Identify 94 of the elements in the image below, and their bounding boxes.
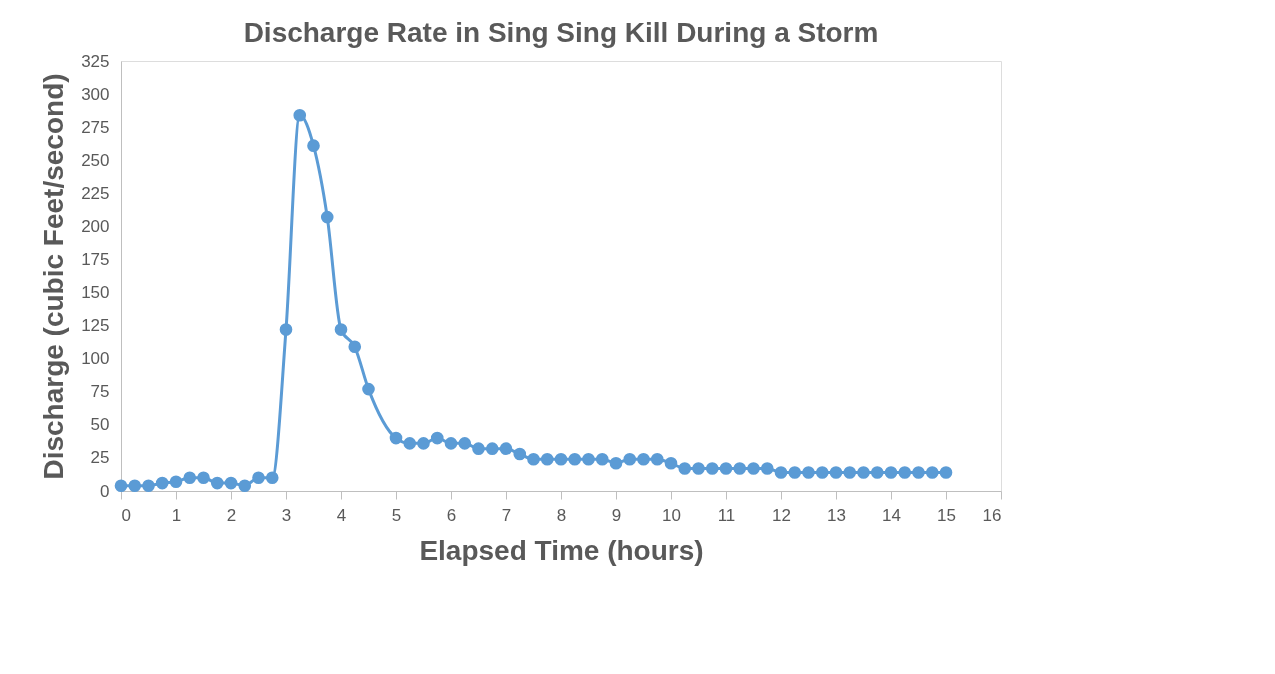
x-tick-label: 2 — [226, 505, 237, 525]
point — [444, 437, 458, 450]
point — [417, 437, 430, 450]
y-tick-label: 175 — [81, 249, 110, 269]
x-tick-label: 15 — [937, 505, 956, 525]
point — [307, 139, 320, 152]
y-tick-label: 75 — [90, 382, 110, 402]
point — [224, 476, 238, 490]
y-tick-label: 225 — [81, 183, 110, 203]
x-tick-label: 10 — [662, 505, 681, 525]
point — [857, 466, 870, 479]
x-tick-label: 3 — [281, 505, 292, 525]
point — [238, 479, 252, 493]
point — [637, 452, 650, 466]
point — [650, 452, 664, 466]
point — [939, 466, 953, 479]
point — [623, 452, 637, 466]
point — [430, 431, 444, 445]
x-tick-label: 5 — [391, 505, 402, 525]
point — [265, 471, 279, 485]
x-tick-label: 7 — [501, 505, 512, 525]
x-axis-title: Elapsed Time (hours) — [419, 534, 704, 566]
x-tick-label: 8 — [556, 505, 567, 525]
y-tick-label: 200 — [81, 216, 110, 236]
y-tick-label: 0 — [100, 481, 110, 501]
point — [678, 462, 692, 475]
point — [705, 462, 719, 475]
point — [733, 462, 747, 475]
point — [664, 456, 678, 470]
point — [114, 479, 128, 493]
y-tick-label: 250 — [81, 150, 110, 170]
point — [183, 471, 197, 485]
point — [293, 108, 307, 122]
point — [334, 323, 348, 336]
point — [499, 442, 513, 455]
point — [210, 476, 224, 490]
point — [802, 466, 815, 479]
point — [362, 382, 375, 396]
point — [747, 462, 760, 475]
point — [169, 475, 183, 489]
point — [142, 479, 155, 493]
y-tick-label: 25 — [90, 448, 110, 468]
y-axis-title: Discharge (cubic Feet/second) — [38, 73, 70, 480]
x-tick-label: 13 — [827, 505, 846, 525]
point — [774, 466, 788, 479]
point — [527, 452, 540, 466]
point — [595, 452, 609, 466]
point — [540, 452, 554, 466]
point — [843, 466, 857, 479]
x-tick-label: 0 — [121, 505, 131, 525]
y-tick-label: 325 — [81, 51, 110, 71]
chart-title: Discharge Rate in Sing Sing Kill During a Storm — [243, 17, 879, 48]
point — [788, 466, 802, 479]
point — [279, 323, 293, 336]
point — [609, 456, 623, 470]
y-tick-label: 275 — [81, 117, 110, 137]
point — [692, 462, 705, 475]
y-tick-label: 50 — [90, 415, 110, 435]
point — [870, 466, 884, 479]
point — [884, 466, 898, 479]
x-tick-label: 6 — [446, 505, 457, 525]
point — [513, 447, 527, 461]
y-tick-label: 150 — [81, 283, 110, 303]
point — [128, 479, 142, 493]
point — [554, 452, 568, 466]
x-tick-label: 14 — [882, 505, 901, 525]
x-tick-label: 16 — [982, 505, 1002, 525]
point — [155, 476, 169, 490]
x-tick-label: 11 — [717, 505, 736, 525]
point — [197, 471, 210, 485]
point — [925, 466, 939, 479]
x-tick-label: 4 — [336, 505, 347, 525]
x-tick-label: 9 — [611, 505, 622, 525]
point — [912, 466, 925, 479]
point — [568, 452, 582, 466]
point — [348, 340, 362, 354]
point — [252, 471, 265, 485]
point — [582, 452, 595, 466]
point — [829, 466, 843, 479]
point — [815, 466, 829, 479]
point — [403, 437, 417, 450]
y-tick-label: 100 — [81, 349, 110, 369]
point — [485, 442, 499, 455]
point — [472, 442, 485, 455]
y-tick-label: 300 — [81, 84, 110, 104]
point — [320, 210, 334, 224]
point — [458, 437, 472, 450]
y-tick-label: 125 — [81, 316, 110, 336]
x-tick-label: 1 — [171, 505, 182, 525]
point — [760, 462, 774, 475]
point — [898, 466, 912, 479]
point — [719, 462, 733, 475]
x-tick-label: 12 — [772, 505, 791, 525]
point — [389, 431, 403, 445]
